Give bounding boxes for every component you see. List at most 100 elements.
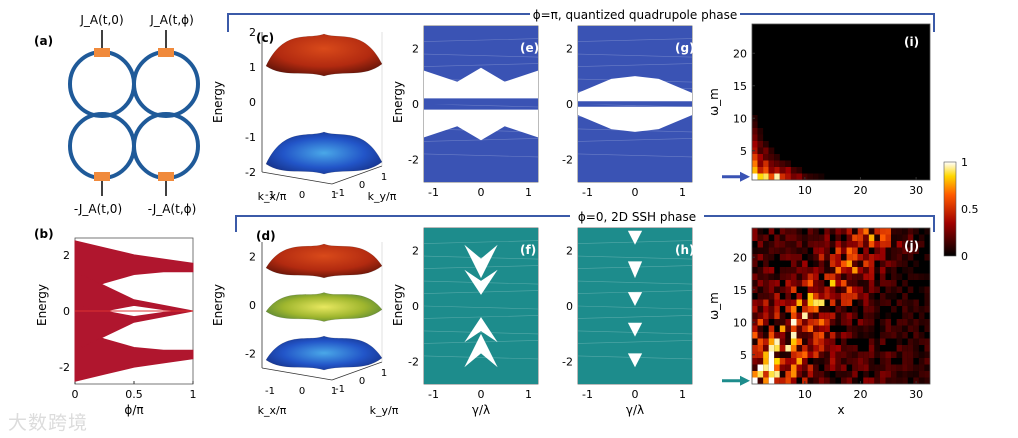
heatmap-cell <box>918 234 925 241</box>
heatmap-cell <box>757 134 764 141</box>
energy-band-upper <box>265 243 383 279</box>
y-tick-label: -2 <box>408 356 419 369</box>
heatmap-cell <box>852 358 858 365</box>
heatmap-cell <box>796 254 803 261</box>
heatmap-cell <box>846 293 853 300</box>
heatmap-cell <box>857 234 864 241</box>
heatmap-cell <box>846 299 853 306</box>
x-tick-label: 1 <box>679 388 686 401</box>
heatmap-cell <box>902 228 908 235</box>
heatmap-cell <box>868 377 875 384</box>
heatmap-cell <box>796 247 803 254</box>
heatmap-cell <box>752 173 758 180</box>
mode-line <box>423 153 539 158</box>
heatmap-cell <box>757 299 764 306</box>
coupling-label: J_A(t,ϕ) <box>149 13 194 27</box>
heatmap-cell <box>924 319 930 326</box>
heatmap-cell <box>785 267 791 274</box>
heatmap-cell <box>768 325 775 332</box>
y-tick-label: 2 <box>63 249 70 262</box>
heatmap-cell <box>902 312 908 319</box>
heatmap-cell <box>824 241 830 248</box>
heatmap-cell <box>874 312 880 319</box>
heatmap-cell <box>846 351 853 358</box>
x-tick-label: 0 <box>632 186 639 199</box>
heatmap-cell <box>913 241 919 248</box>
heatmap-cell <box>774 364 780 371</box>
heatmap-cell <box>841 267 847 274</box>
heatmap-cell <box>779 319 786 326</box>
mode-line <box>423 315 539 319</box>
y-tick-label: 10 <box>733 316 747 329</box>
heatmap-cell <box>802 247 808 254</box>
heatmap-cell <box>818 338 825 345</box>
x-tick-label: 20 <box>853 184 867 197</box>
heatmap-cell <box>796 338 803 345</box>
heatmap-cell <box>902 241 908 248</box>
heatmap-cell <box>763 293 769 300</box>
heatmap-cell <box>868 254 875 261</box>
heatmap-cell <box>818 351 825 358</box>
heatmap-cell <box>841 286 847 293</box>
x-tick-label: 10 <box>798 388 812 401</box>
heatmap-cell <box>907 338 914 345</box>
heatmap-cell <box>868 260 875 267</box>
heatmap-cell <box>891 325 897 332</box>
heatmap-cell <box>796 267 803 274</box>
heatmap-cell <box>763 267 769 274</box>
heatmap-cell <box>874 338 880 345</box>
heatmap-cell <box>879 338 886 345</box>
heatmap-cell <box>802 371 808 378</box>
heatmap-cell <box>857 299 864 306</box>
heatmap-cell <box>918 364 925 371</box>
heatmap-cell <box>896 345 903 352</box>
heatmap-cell <box>835 247 841 254</box>
heatmap-cell <box>802 306 808 313</box>
kx-axis-label: k_x/π <box>258 404 287 417</box>
heatmap-cell <box>857 260 864 267</box>
mode-line <box>577 315 693 319</box>
heatmap-cell <box>902 371 908 378</box>
heatmap-cell <box>813 260 819 267</box>
bulk-band <box>424 228 538 384</box>
heatmap-cell <box>913 260 919 267</box>
heatmap-cell <box>896 286 903 293</box>
heatmap-cell <box>852 247 858 254</box>
heatmap-cell <box>868 338 875 345</box>
heatmap-cell <box>752 306 758 313</box>
heatmap-cell <box>813 312 819 319</box>
heatmap-cell <box>902 332 908 339</box>
heatmap-cell <box>918 371 925 378</box>
heatmap-cell <box>891 332 897 339</box>
heatmap-cell <box>807 364 814 371</box>
heatmap-cell <box>846 286 853 293</box>
energy-band-upper <box>265 33 383 77</box>
heatmap-cell <box>785 228 791 235</box>
y-tick-label: -2 <box>245 347 256 360</box>
kx-tick-label: 1 <box>331 386 337 397</box>
heatmap-cell <box>785 247 791 254</box>
heatmap-cell <box>868 286 875 293</box>
heatmap-cell <box>841 306 847 313</box>
heatmap-cell <box>790 167 797 174</box>
heatmap-cell <box>885 267 892 274</box>
y-axis-label: Energy <box>35 284 49 326</box>
heatmap-cell <box>818 267 825 274</box>
heatmap-cell <box>835 345 841 352</box>
heatmap-cell <box>763 247 769 254</box>
heatmap-cell <box>896 377 903 384</box>
heatmap-cell <box>913 364 919 371</box>
y-tick-label: -1 <box>245 131 256 144</box>
heatmap-cell <box>790 371 797 378</box>
heatmap-cell <box>752 345 758 352</box>
band-gap <box>424 67 538 99</box>
heatmap-cell <box>796 358 803 365</box>
heatmap-cell <box>757 228 764 235</box>
heatmap-cell <box>796 273 803 280</box>
heatmap-cell <box>752 312 758 319</box>
heatmap-cell <box>824 338 830 345</box>
heatmap-cell <box>879 358 886 365</box>
heatmap-cell <box>841 364 847 371</box>
heatmap-cell <box>841 351 847 358</box>
heatmap-cell <box>796 351 803 358</box>
